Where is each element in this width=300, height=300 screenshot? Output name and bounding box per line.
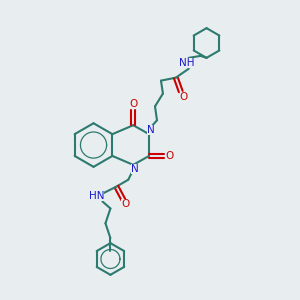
Text: O: O	[121, 200, 129, 209]
Text: NH: NH	[179, 58, 194, 68]
Text: N: N	[131, 164, 139, 174]
Text: O: O	[166, 151, 174, 161]
Text: HN: HN	[89, 190, 104, 201]
Text: N: N	[147, 125, 155, 135]
Text: O: O	[180, 92, 188, 101]
Text: O: O	[129, 99, 137, 110]
